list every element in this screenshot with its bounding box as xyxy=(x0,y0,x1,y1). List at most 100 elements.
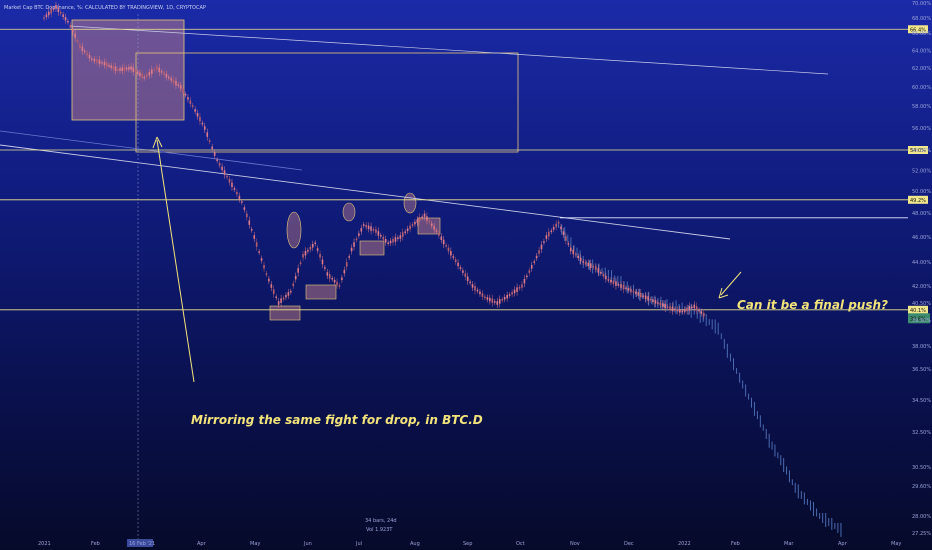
candle-body xyxy=(331,278,333,280)
candle-body xyxy=(612,280,615,285)
y-tick-label: 27.25% xyxy=(912,531,931,537)
candle-body xyxy=(57,7,60,12)
x-tick-label: Dec xyxy=(624,541,634,547)
candle-body xyxy=(96,59,98,63)
candle-body xyxy=(671,306,674,312)
y-axis: 70.00% 68.00% 66.00% 64.00% 62.00% 60.00% 58.0… xyxy=(912,1,931,537)
top-consolidation-box xyxy=(71,19,185,121)
candle-body xyxy=(345,262,348,267)
candle-body xyxy=(184,93,187,96)
candle-body xyxy=(587,262,590,267)
x-tick-label: Apr xyxy=(838,541,848,547)
candle-body xyxy=(627,288,630,291)
candle-body xyxy=(55,5,57,9)
candle-body xyxy=(189,100,192,104)
candle-body xyxy=(479,291,481,295)
candle-body xyxy=(248,220,251,225)
y-tick-label: 60.00% xyxy=(912,85,931,91)
mid-box-2 xyxy=(417,217,441,235)
candle-body xyxy=(151,69,153,75)
candle-body xyxy=(521,284,523,288)
candle-body xyxy=(582,261,584,263)
candle-body xyxy=(552,227,555,230)
candle-body xyxy=(622,284,625,290)
candle-body xyxy=(211,146,213,150)
candle-body xyxy=(535,255,538,259)
candle-body xyxy=(64,17,67,21)
candle-body xyxy=(88,54,91,59)
candle-body xyxy=(148,71,151,76)
candle-body xyxy=(134,70,137,72)
y-tick-label: 32.50% xyxy=(912,430,931,436)
level-badge-label: 49.2% xyxy=(910,198,926,204)
candle-body xyxy=(526,275,528,278)
candle-body xyxy=(260,258,263,261)
candle-body xyxy=(491,298,494,303)
candle-body xyxy=(476,289,479,292)
candle-body xyxy=(241,201,243,203)
candle-body xyxy=(158,67,161,73)
candle-body xyxy=(121,67,124,72)
candle-body xyxy=(445,245,447,247)
candle-body xyxy=(231,182,233,188)
candle-body xyxy=(258,251,260,253)
bars-count: 34 bars, 24d xyxy=(365,518,397,524)
lower-trendline xyxy=(0,144,731,240)
y-tick-label: 64.00% xyxy=(912,49,931,55)
candle-body xyxy=(246,213,248,218)
y-tick-label: 46.00% xyxy=(912,235,931,241)
candle-body xyxy=(428,220,431,223)
candle-body xyxy=(236,191,238,195)
y-tick-label: 54.00% xyxy=(912,148,931,154)
candle-body xyxy=(471,284,474,288)
candle-body xyxy=(533,261,535,263)
bottom-box-1 xyxy=(269,305,301,321)
candle-body xyxy=(406,228,409,232)
candle-body xyxy=(647,296,649,301)
candle-body xyxy=(637,292,640,296)
candle-body xyxy=(125,67,128,70)
candle-body xyxy=(421,216,423,219)
y-tick-label: 39.50% xyxy=(912,318,931,324)
candle-body xyxy=(321,259,324,265)
candle-body xyxy=(156,66,158,70)
candle-body xyxy=(175,80,177,86)
candle-body xyxy=(498,299,501,304)
candle-body xyxy=(194,109,196,112)
candles xyxy=(43,1,705,320)
candle-body xyxy=(365,224,367,228)
candle-body xyxy=(686,307,688,312)
candle-body xyxy=(664,303,666,309)
candle-body xyxy=(130,66,132,70)
candle-body xyxy=(223,170,226,175)
y-tick-label: 38.00% xyxy=(912,344,931,350)
candle-body xyxy=(314,242,316,244)
y-tick-label: 29.60% xyxy=(912,484,931,490)
candle-body xyxy=(600,272,602,274)
candle-body xyxy=(253,235,256,239)
y-tick-label: 70.00% xyxy=(912,1,931,7)
y-tick-label: 34.50% xyxy=(912,398,931,404)
candle-body xyxy=(657,302,659,304)
candle-body xyxy=(423,213,426,218)
candle-body xyxy=(105,62,108,67)
candle-body xyxy=(114,66,117,72)
candle-body xyxy=(328,274,331,279)
level-badge xyxy=(908,25,928,34)
cursor-date: 16 Feb '21 xyxy=(129,541,155,547)
candle-body xyxy=(297,268,299,273)
candle-body xyxy=(459,267,462,269)
projection-candles xyxy=(558,222,842,537)
candle-body xyxy=(569,247,572,252)
y-tick-label: 58.00% xyxy=(912,104,931,110)
candle-body xyxy=(76,40,79,42)
candle-body xyxy=(632,290,635,293)
candle-body xyxy=(146,74,148,77)
candle-body xyxy=(452,256,455,258)
candle-body xyxy=(640,292,642,298)
candle-body xyxy=(226,175,228,178)
candle-body xyxy=(691,306,693,309)
candle-body xyxy=(372,229,375,231)
candle-body xyxy=(123,66,126,72)
